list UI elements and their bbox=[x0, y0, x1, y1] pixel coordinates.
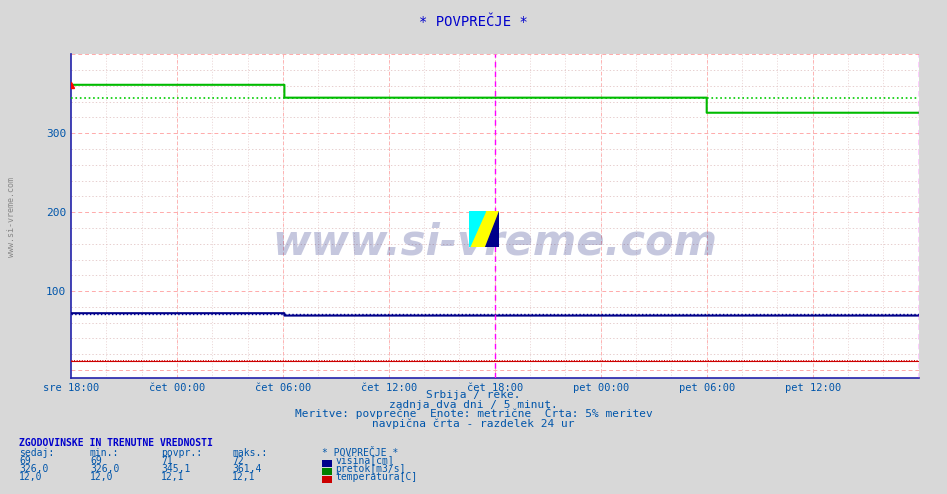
Text: sedaj:: sedaj: bbox=[19, 449, 54, 458]
Text: www.si-vreme.com: www.si-vreme.com bbox=[7, 177, 16, 257]
Text: 326,0: 326,0 bbox=[19, 464, 48, 474]
Text: 69: 69 bbox=[90, 456, 101, 466]
Text: 12,1: 12,1 bbox=[232, 472, 256, 482]
Text: temperatura[C]: temperatura[C] bbox=[335, 472, 418, 482]
Text: navpična črta - razdelek 24 ur: navpična črta - razdelek 24 ur bbox=[372, 419, 575, 429]
Text: 326,0: 326,0 bbox=[90, 464, 119, 474]
Polygon shape bbox=[469, 211, 486, 247]
Text: pretok[m3/s]: pretok[m3/s] bbox=[335, 464, 405, 474]
Text: * POVPREČJE *: * POVPREČJE * bbox=[420, 15, 527, 29]
Text: Meritve: povprečne  Enote: metrične  Črta: 5% meritev: Meritve: povprečne Enote: metrične Črta:… bbox=[295, 408, 652, 419]
Text: 12,0: 12,0 bbox=[19, 472, 43, 482]
Text: 72: 72 bbox=[232, 456, 243, 466]
Text: 361,4: 361,4 bbox=[232, 464, 261, 474]
Text: 69: 69 bbox=[19, 456, 30, 466]
Text: zadnja dva dni / 5 minut.: zadnja dva dni / 5 minut. bbox=[389, 400, 558, 410]
Text: * POVPREČJE *: * POVPREČJE * bbox=[322, 449, 399, 458]
Polygon shape bbox=[486, 211, 499, 247]
Text: Srbija / reke.: Srbija / reke. bbox=[426, 390, 521, 400]
Text: www.si-vreme.com: www.si-vreme.com bbox=[273, 221, 717, 263]
Text: min.:: min.: bbox=[90, 449, 119, 458]
Text: 12,1: 12,1 bbox=[161, 472, 185, 482]
Text: povpr.:: povpr.: bbox=[161, 449, 202, 458]
Text: maks.:: maks.: bbox=[232, 449, 267, 458]
Text: 345,1: 345,1 bbox=[161, 464, 190, 474]
Text: ZGODOVINSKE IN TRENUTNE VREDNOSTI: ZGODOVINSKE IN TRENUTNE VREDNOSTI bbox=[19, 438, 213, 448]
Text: 71: 71 bbox=[161, 456, 172, 466]
Text: 12,0: 12,0 bbox=[90, 472, 114, 482]
Text: višina[cm]: višina[cm] bbox=[335, 456, 394, 466]
